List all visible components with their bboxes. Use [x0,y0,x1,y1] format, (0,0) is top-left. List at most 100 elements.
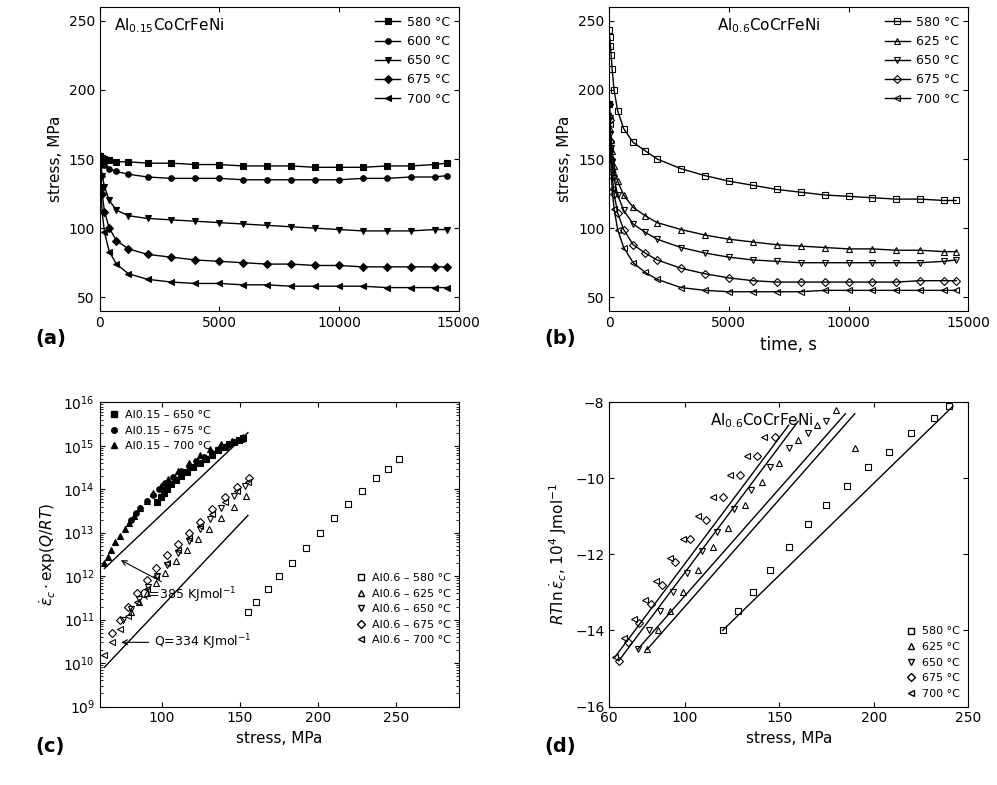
650 °C [381,226,393,236]
700 °C [819,286,831,295]
Al0.15 – 675 °C [206,447,218,457]
Line: Al0.15 – 700 °C: Al0.15 – 700 °C [102,434,246,566]
700 °C [747,287,759,297]
675 °C [189,255,201,265]
Text: Q=385 KJmol$^{-1}$: Q=385 KJmol$^{-1}$ [122,560,236,605]
580 °C [261,161,273,170]
650 °C [96,171,108,181]
Al0.6 – 650 °C [171,548,183,557]
580 °C [166,159,177,168]
675 °C [285,259,297,268]
Al0.15 – 650 °C [170,476,182,485]
650 °C [950,255,962,265]
580 °C [699,171,711,181]
650 °C [104,195,116,205]
Line: Al0.6 – 625 °C: Al0.6 – 625 °C [129,493,249,615]
625 °C [811,421,823,430]
Al0.6 – 580 °C [262,585,274,594]
Line: 700 °C: 700 °C [606,101,959,294]
Al0.6 – 580 °C [356,487,368,496]
650 °C [728,504,740,513]
700 °C [639,595,651,604]
650 °C [608,173,620,183]
650 °C [111,206,123,215]
Al0.15 – 650 °C [187,462,199,472]
580 °C [627,137,639,147]
675 °C [429,262,441,272]
625 °C [641,644,653,654]
600 °C [95,155,107,164]
650 °C [189,217,201,226]
Al0.6 – 625 °C [181,546,193,555]
Al0.6 – 675 °C [243,473,255,483]
650 °C [405,226,417,236]
625 °C [699,230,711,239]
700 °C [914,286,926,295]
700 °C [237,280,249,290]
Al0.6 – 675 °C [193,517,205,526]
700 °C [429,283,441,292]
700 °C [604,144,616,154]
675 °C [604,137,616,146]
625 °C [675,225,687,234]
Line: 650 °C: 650 °C [606,101,959,265]
600 °C [189,173,201,183]
Al0.6 – 675 °C [141,575,153,585]
Al0.15 – 675 °C [190,457,202,466]
580 °C [189,160,201,170]
Al0.6 – 700 °C [231,487,243,496]
Al0.6 – 675 °C [161,551,172,560]
650 °C [604,113,616,122]
Al0.6 – 675 °C [171,539,183,549]
650 °C [166,215,177,225]
Al0.15 – 650 °C [161,484,172,494]
Al0.15 – 675 °C [125,515,137,524]
580 °C [96,153,108,162]
Al0.6 – 580 °C [249,597,261,607]
700 °C [166,277,177,287]
650 °C [142,214,154,223]
Al0.6 – 625 °C [150,579,162,588]
Al0.15 – 650 °C [181,467,193,476]
Al0.6 – 650 °C [117,615,129,624]
Al0.6 – 700 °C [218,498,230,507]
580 °C [309,162,321,172]
Al0.6 – 675 °C [132,589,144,598]
675 °C [751,451,763,460]
Al0.6 – 580 °C [285,558,297,568]
580 °C [94,152,106,161]
675 °C [622,637,634,647]
625 °C [866,244,878,254]
700 °C [357,282,369,291]
Y-axis label: $RT\ln\dot{\varepsilon}_c$, 10$^4$ Jmol$^{-1}$: $RT\ln\dot{\varepsilon}_c$, 10$^4$ Jmol$… [547,484,569,626]
Al0.6 – 700 °C [242,476,254,486]
580 °C [237,161,249,170]
Legend: Al0.6 – 580 °C, Al0.6 – 625 °C, Al0.6 – 650 °C, Al0.6 – 675 °C, Al0.6 – 700 °C: Al0.6 – 580 °C, Al0.6 – 625 °C, Al0.6 – … [352,571,453,648]
700 °C [866,286,878,295]
600 °C [94,152,106,161]
Al0.6 – 700 °C [150,571,162,581]
675 °C [633,618,645,627]
Line: Al0.6 – 675 °C: Al0.6 – 675 °C [110,476,252,635]
600 °C [357,173,369,183]
580 °C [764,565,776,575]
Text: Q=334 KJmol$^{-1}$: Q=334 KJmol$^{-1}$ [123,633,252,652]
600 °C [237,175,249,184]
Al0.15 – 675 °C [182,462,194,471]
650 °C [745,485,757,495]
Al0.15 – 700 °C [171,466,183,476]
Al0.6 – 580 °C [342,499,354,509]
580 °C [938,195,950,205]
Al0.6 – 700 °C [141,585,153,594]
Al0.15 – 700 °C [110,538,122,547]
Al0.6 – 700 °C [114,625,126,634]
650 °C [611,190,623,199]
675 °C [914,276,926,286]
Line: Al0.15 – 675 °C: Al0.15 – 675 °C [129,436,246,522]
Al0.15 – 675 °C [221,440,233,450]
675 °C [94,152,106,161]
650 °C [603,99,615,108]
700 °C [213,279,225,288]
700 °C [639,268,651,277]
650 °C [285,222,297,232]
